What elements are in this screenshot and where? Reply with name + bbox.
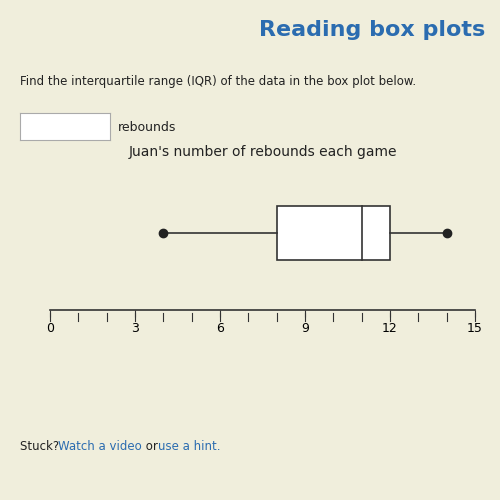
Bar — [276, 206, 390, 260]
Text: Stuck?: Stuck? — [20, 440, 63, 453]
Title: Juan's number of rebounds each game: Juan's number of rebounds each game — [128, 145, 397, 159]
Text: Find the interquartile range (IQR) of the data in the box plot below.: Find the interquartile range (IQR) of th… — [20, 75, 416, 88]
Text: use a hint.: use a hint. — [158, 440, 220, 453]
Text: rebounds: rebounds — [118, 121, 176, 134]
Text: Reading box plots: Reading box plots — [259, 20, 485, 40]
Text: Watch a video: Watch a video — [58, 440, 142, 453]
Text: or: or — [142, 440, 162, 453]
